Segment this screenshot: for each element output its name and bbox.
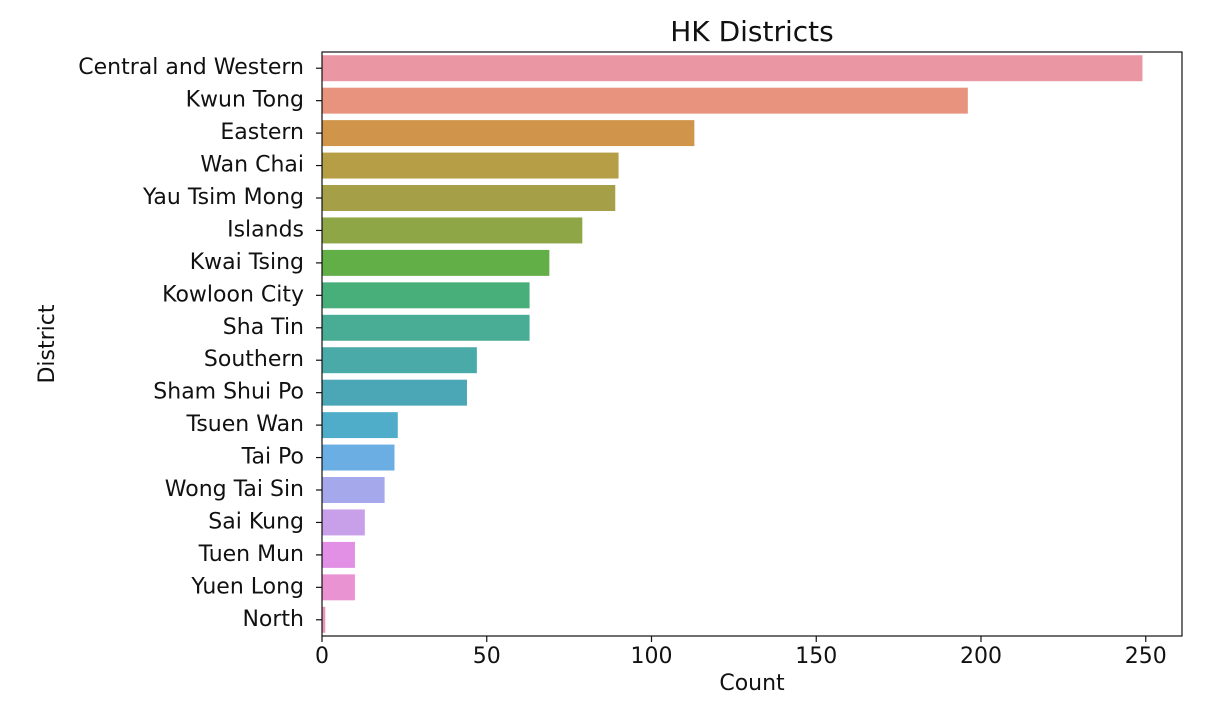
bar [322, 509, 365, 536]
bar [322, 120, 695, 147]
x-tick-label: 100 [631, 644, 673, 669]
y-tick-label: Kowloon City [162, 282, 304, 307]
bar [322, 379, 467, 406]
y-tick-label: Eastern [220, 120, 304, 145]
y-tick-label: Tai Po [241, 445, 304, 470]
bar [322, 444, 395, 471]
plot-frame [321, 51, 1183, 637]
y-tick-label: Sha Tin [223, 315, 304, 340]
y-tick-label: Sai Kung [208, 509, 304, 534]
bar [322, 606, 326, 633]
y-tick-label: Yuen Long [190, 574, 304, 599]
bar [322, 87, 968, 114]
y-tick-label: Southern [204, 347, 304, 372]
bar [322, 412, 398, 439]
y-tick-label: Yau Tsim Mong [142, 185, 304, 210]
bar [322, 347, 477, 374]
y-tick-label: Central and Western [78, 55, 304, 80]
x-axis-label: Count [719, 671, 785, 696]
bar [322, 282, 530, 309]
bar [322, 55, 1143, 82]
bar [322, 185, 616, 211]
x-tick-label: 150 [795, 644, 837, 669]
y-tick-label: Tsuen Wan [186, 412, 304, 437]
bar [322, 152, 619, 179]
x-tick-label: 0 [315, 644, 329, 669]
y-tick-label: Islands [227, 217, 304, 242]
y-tick-label: Kwun Tong [186, 88, 304, 113]
bar [322, 314, 530, 341]
bar [322, 217, 583, 244]
x-tick-label: 50 [473, 644, 501, 669]
x-tick-label: 250 [1125, 644, 1167, 669]
y-tick-label: Tuen Mun [198, 542, 304, 567]
y-axis-label: District [35, 304, 60, 383]
bar [322, 477, 385, 503]
bar [322, 249, 550, 276]
y-tick-label: North [242, 607, 304, 632]
x-tick-label: 200 [960, 644, 1002, 669]
bar [322, 541, 355, 568]
bar [322, 574, 355, 601]
chart-title: HK Districts [670, 15, 833, 48]
y-tick-label: Wan Chai [200, 153, 304, 178]
y-tick-label: Sham Shui Po [153, 380, 304, 405]
y-tick-label: Wong Tai Sin [165, 477, 304, 502]
y-tick-label: Kwai Tsing [190, 250, 304, 275]
